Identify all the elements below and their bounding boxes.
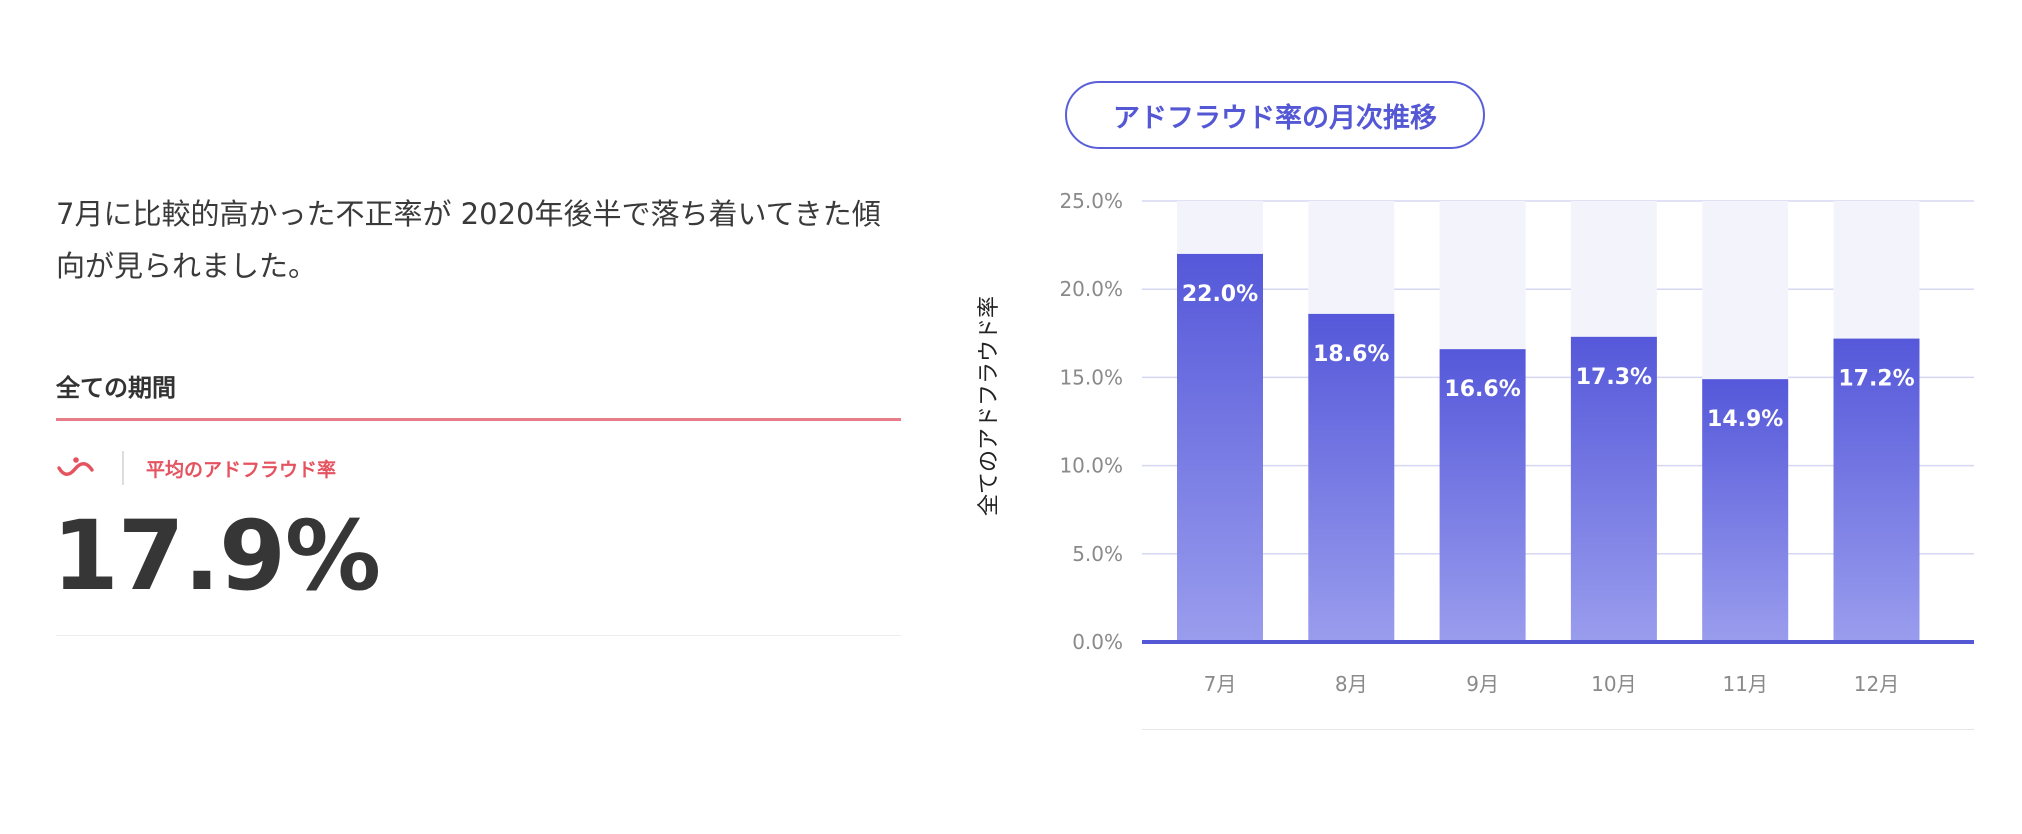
x-tick-label: 10月 [1591,672,1636,696]
summary-text: 7月に比較的高かった不正率が 2020年後半で落ち着いてきた傾向が見られました。 [56,197,881,283]
data-label: 17.3% [1576,365,1652,390]
bar [1702,379,1789,642]
chart-divider [1142,729,1974,730]
bar [1833,338,1920,642]
data-label: 16.6% [1444,377,1520,402]
x-tick-label: 8月 [1335,672,1368,696]
summary-divider [56,635,901,636]
bar [1177,253,1263,643]
y-tick-label: 0.0% [1072,630,1123,654]
data-label: 22.0% [1182,282,1258,307]
y-tick-label: 10.0% [1059,454,1123,478]
bar [1308,313,1395,642]
period-divider [56,418,901,421]
x-tick-label: 7月 [1204,672,1237,696]
y-tick-label: 5.0% [1072,542,1123,566]
bar [1570,336,1657,642]
stat-divider [122,451,124,485]
chart-title: アドフラウド率の月次推移 [1065,81,1485,149]
data-label: 17.2% [1838,367,1914,392]
average-fraud-rate: 17.9% [52,500,381,612]
y-tick-label: 15.0% [1059,365,1123,389]
bar [1439,349,1526,642]
data-label: 18.6% [1313,342,1389,367]
x-tick-label: 12月 [1854,672,1899,696]
period-label: 全ての期間 [56,374,176,402]
data-label: 14.9% [1707,407,1783,432]
x-tick-label: 9月 [1466,672,1499,696]
y-tick-label: 20.0% [1059,277,1123,301]
wave-icon [57,457,94,476]
y-axis-title: 全てのアドフラウド率 [977,296,1002,516]
summary-panel: 7月に比較的高かった不正率が 2020年後半で落ち着いてきた傾向が見られました。… [52,0,901,834]
stat-header: 平均のアドフラウド率 [56,450,336,486]
stat-label: 平均のアドフラウド率 [146,458,337,481]
x-tick-label: 11月 [1722,672,1767,696]
y-tick-label: 25.0% [1059,189,1123,213]
